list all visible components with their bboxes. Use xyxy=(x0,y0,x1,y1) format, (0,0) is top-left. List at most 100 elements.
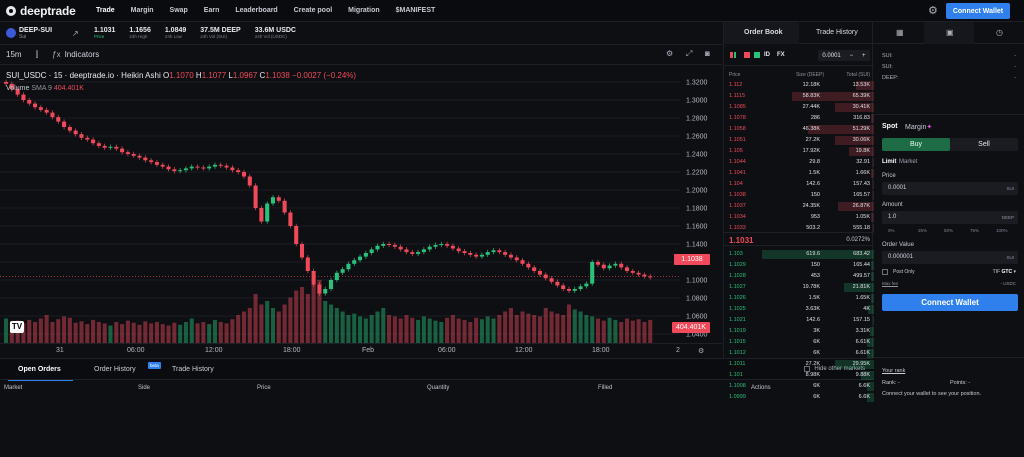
row-price: 1.1034 xyxy=(729,214,746,220)
bid-row[interactable]: 1.1027 19.78K 21.81K xyxy=(724,283,874,292)
nav-trade[interactable]: Trade xyxy=(96,7,115,14)
tab-margin[interactable]: Margin✦ xyxy=(905,123,932,131)
row-size: 3K xyxy=(813,328,820,334)
volume-bar xyxy=(311,283,316,343)
ask-row[interactable]: 1.1034 953 1.05K xyxy=(724,213,874,222)
ask-row[interactable]: 1.1041 1.5K 1.66K xyxy=(724,169,874,178)
amount-input[interactable]: 1.0 DEEP xyxy=(882,211,1018,224)
bid-row[interactable]: 1.1012 6K 6.61K xyxy=(724,349,874,358)
price-chart[interactable]: 1.3200 1.3000 1.2800 1.2600 1.2400 1.2200 1.20… xyxy=(0,65,722,358)
nav-manifest[interactable]: $MANIFEST xyxy=(395,7,436,14)
ask-row[interactable]: 1.1051 27.2K 30.06K xyxy=(724,136,874,145)
order-value-input[interactable]: 0.000001 SUI xyxy=(882,251,1018,264)
candle-body xyxy=(73,130,78,135)
hide-other-label: Hide other markets xyxy=(814,366,865,372)
ask-row[interactable]: 1.1033 503.2 555.18 xyxy=(724,224,874,233)
ask-row[interactable]: 1.1078 286 316.83 xyxy=(724,114,874,123)
hide-other-markets-toggle[interactable]: Hide other markets xyxy=(804,366,865,372)
ask-row[interactable]: 1.1037 24.35K 26.87K xyxy=(724,202,874,211)
calendar-icon[interactable]: ▦ xyxy=(896,28,904,37)
tab-open-orders[interactable]: Open Orders xyxy=(8,366,73,381)
tradingview-logo-icon[interactable]: TV xyxy=(10,321,24,333)
ask-row[interactable]: 1.1044 29.8 32.91 xyxy=(724,158,874,167)
order-type-limit[interactable]: Limit xyxy=(882,159,897,165)
bid-row[interactable]: 1.0999 6K 6.6K xyxy=(724,393,874,402)
ask-row[interactable]: 1.105 17.92K 19.8K xyxy=(724,147,874,156)
tif-selector[interactable]: TIF GTC ▾ xyxy=(993,269,1016,275)
bid-row[interactable]: 1.1008 6K 6.6K xyxy=(724,382,874,391)
nav-leaderboard[interactable]: Leaderboard xyxy=(235,7,278,14)
brand-logo[interactable]: deeptrade xyxy=(6,4,96,18)
nav-swap[interactable]: Swap xyxy=(169,7,188,14)
bid-row[interactable]: 1.103 619.6 683.42 xyxy=(724,250,874,259)
fullscreen-icon[interactable]: ⤢ xyxy=(686,49,693,58)
nav-earn[interactable]: Earn xyxy=(203,7,220,14)
indicators-icon[interactable]: ƒx xyxy=(52,50,61,59)
price-input[interactable]: 0.0001 SUI xyxy=(882,182,1018,195)
pct-option[interactable]: 100% xyxy=(996,228,1008,233)
connect-wallet-top-button[interactable]: Connect Wallet xyxy=(946,3,1010,19)
bid-row[interactable]: 1.1021 142.6 157.15 xyxy=(724,316,874,325)
nav-create-pool[interactable]: Create pool xyxy=(293,7,333,14)
view-asks-icon[interactable] xyxy=(744,52,750,58)
ask-row[interactable]: 1.1058 46.38K 51.29K xyxy=(724,125,874,134)
candle-body xyxy=(381,244,386,246)
pct-option[interactable]: 75% xyxy=(970,228,980,233)
ask-row[interactable]: 1.1115 58.83K 65.39K xyxy=(724,92,874,101)
volume-bar xyxy=(125,320,130,343)
view-both-icon[interactable] xyxy=(730,52,736,58)
bid-row[interactable]: 1.1011 27.2K 29.95K xyxy=(724,360,874,369)
nav-migration[interactable]: Migration xyxy=(348,7,380,14)
amount-percent-slider[interactable]: 0% 25% 50% 75% 100% xyxy=(882,228,1018,237)
tick-size-stepper[interactable]: 0.0001 − + xyxy=(818,50,870,61)
bid-row[interactable]: 1.1029 150 165.44 xyxy=(724,261,874,270)
pct-option[interactable]: 25% xyxy=(918,228,928,233)
sell-button[interactable]: Sell xyxy=(978,141,990,148)
axis-settings-icon[interactable]: ⚙ xyxy=(698,348,705,355)
view-bids-icon[interactable] xyxy=(754,52,760,58)
mode-fx[interactable]: FX xyxy=(777,52,785,58)
wallet-icon[interactable]: ▣ xyxy=(946,28,954,37)
interval-selector[interactable]: 15m xyxy=(6,50,22,59)
hide-other-checkbox[interactable] xyxy=(804,366,811,372)
order-type-market[interactable]: Market xyxy=(899,159,918,165)
ask-row[interactable]: 1.104 142.6 157.43 xyxy=(724,180,874,189)
buy-button[interactable]: Buy xyxy=(882,138,950,151)
mode-id[interactable]: ID xyxy=(764,52,770,58)
nav-margin[interactable]: Margin xyxy=(130,7,154,14)
tab-trade-history[interactable]: Trade History xyxy=(172,366,214,373)
ask-row[interactable]: 1.112 12.18K 13.53K xyxy=(724,81,874,90)
pair-selector[interactable]: DEEP-SUI Sui xyxy=(0,27,72,40)
tab-order-book[interactable]: Order Book xyxy=(744,29,783,36)
external-link-icon[interactable]: ↗ xyxy=(72,28,79,38)
chart-canvas[interactable]: 1.3200 1.3000 1.2800 1.2600 1.2400 1.2200 1.20… xyxy=(0,65,722,343)
settings-gear-icon[interactable]: ⚙ xyxy=(928,5,938,17)
bid-row[interactable]: 1.1019 3K 3.31K xyxy=(724,327,874,336)
ask-row[interactable]: 1.1085 27.44K 30.41K xyxy=(724,103,874,112)
chart-settings-icon[interactable]: ⚙ xyxy=(666,49,674,58)
tab-order-history-label: Order History xyxy=(94,366,136,373)
your-rank-label[interactable]: Your rank xyxy=(882,368,906,374)
bid-row[interactable]: 1.1015 6K 6.61K xyxy=(724,338,874,347)
volume-bar xyxy=(421,316,426,343)
pct-option[interactable]: 50% xyxy=(944,228,954,233)
post-only-checkbox[interactable]: Post Only xyxy=(882,269,915,275)
bid-row[interactable]: 1.1025 3.63K 4K xyxy=(724,305,874,314)
indicators-button[interactable]: Indicators xyxy=(64,50,100,59)
candle-type-icon[interactable]: ⫿ xyxy=(35,49,39,59)
bid-row[interactable]: 1.101 8.98K 9.88K xyxy=(724,371,874,380)
screenshot-camera-icon[interactable]: ◙ xyxy=(705,49,710,58)
volume-bar xyxy=(131,322,136,343)
tab-ob-trade-history[interactable]: Trade History xyxy=(816,29,858,36)
connect-wallet-button[interactable]: Connect Wallet xyxy=(882,294,1018,311)
clock-icon[interactable]: ◷ xyxy=(996,28,1003,37)
pct-option[interactable]: 0% xyxy=(888,228,895,233)
tick-plus-button[interactable]: + xyxy=(862,52,866,59)
tick-minus-button[interactable]: − xyxy=(849,52,854,59)
tab-order-history[interactable]: Order History beta xyxy=(94,362,161,373)
tab-spot[interactable]: Spot xyxy=(882,123,898,130)
ask-row[interactable]: 1.1038 150 165.57 xyxy=(724,191,874,200)
bid-row[interactable]: 1.1028 453 499.57 xyxy=(724,272,874,281)
post-only-box[interactable] xyxy=(882,269,888,275)
bid-row[interactable]: 1.1026 1.5K 1.65K xyxy=(724,294,874,303)
